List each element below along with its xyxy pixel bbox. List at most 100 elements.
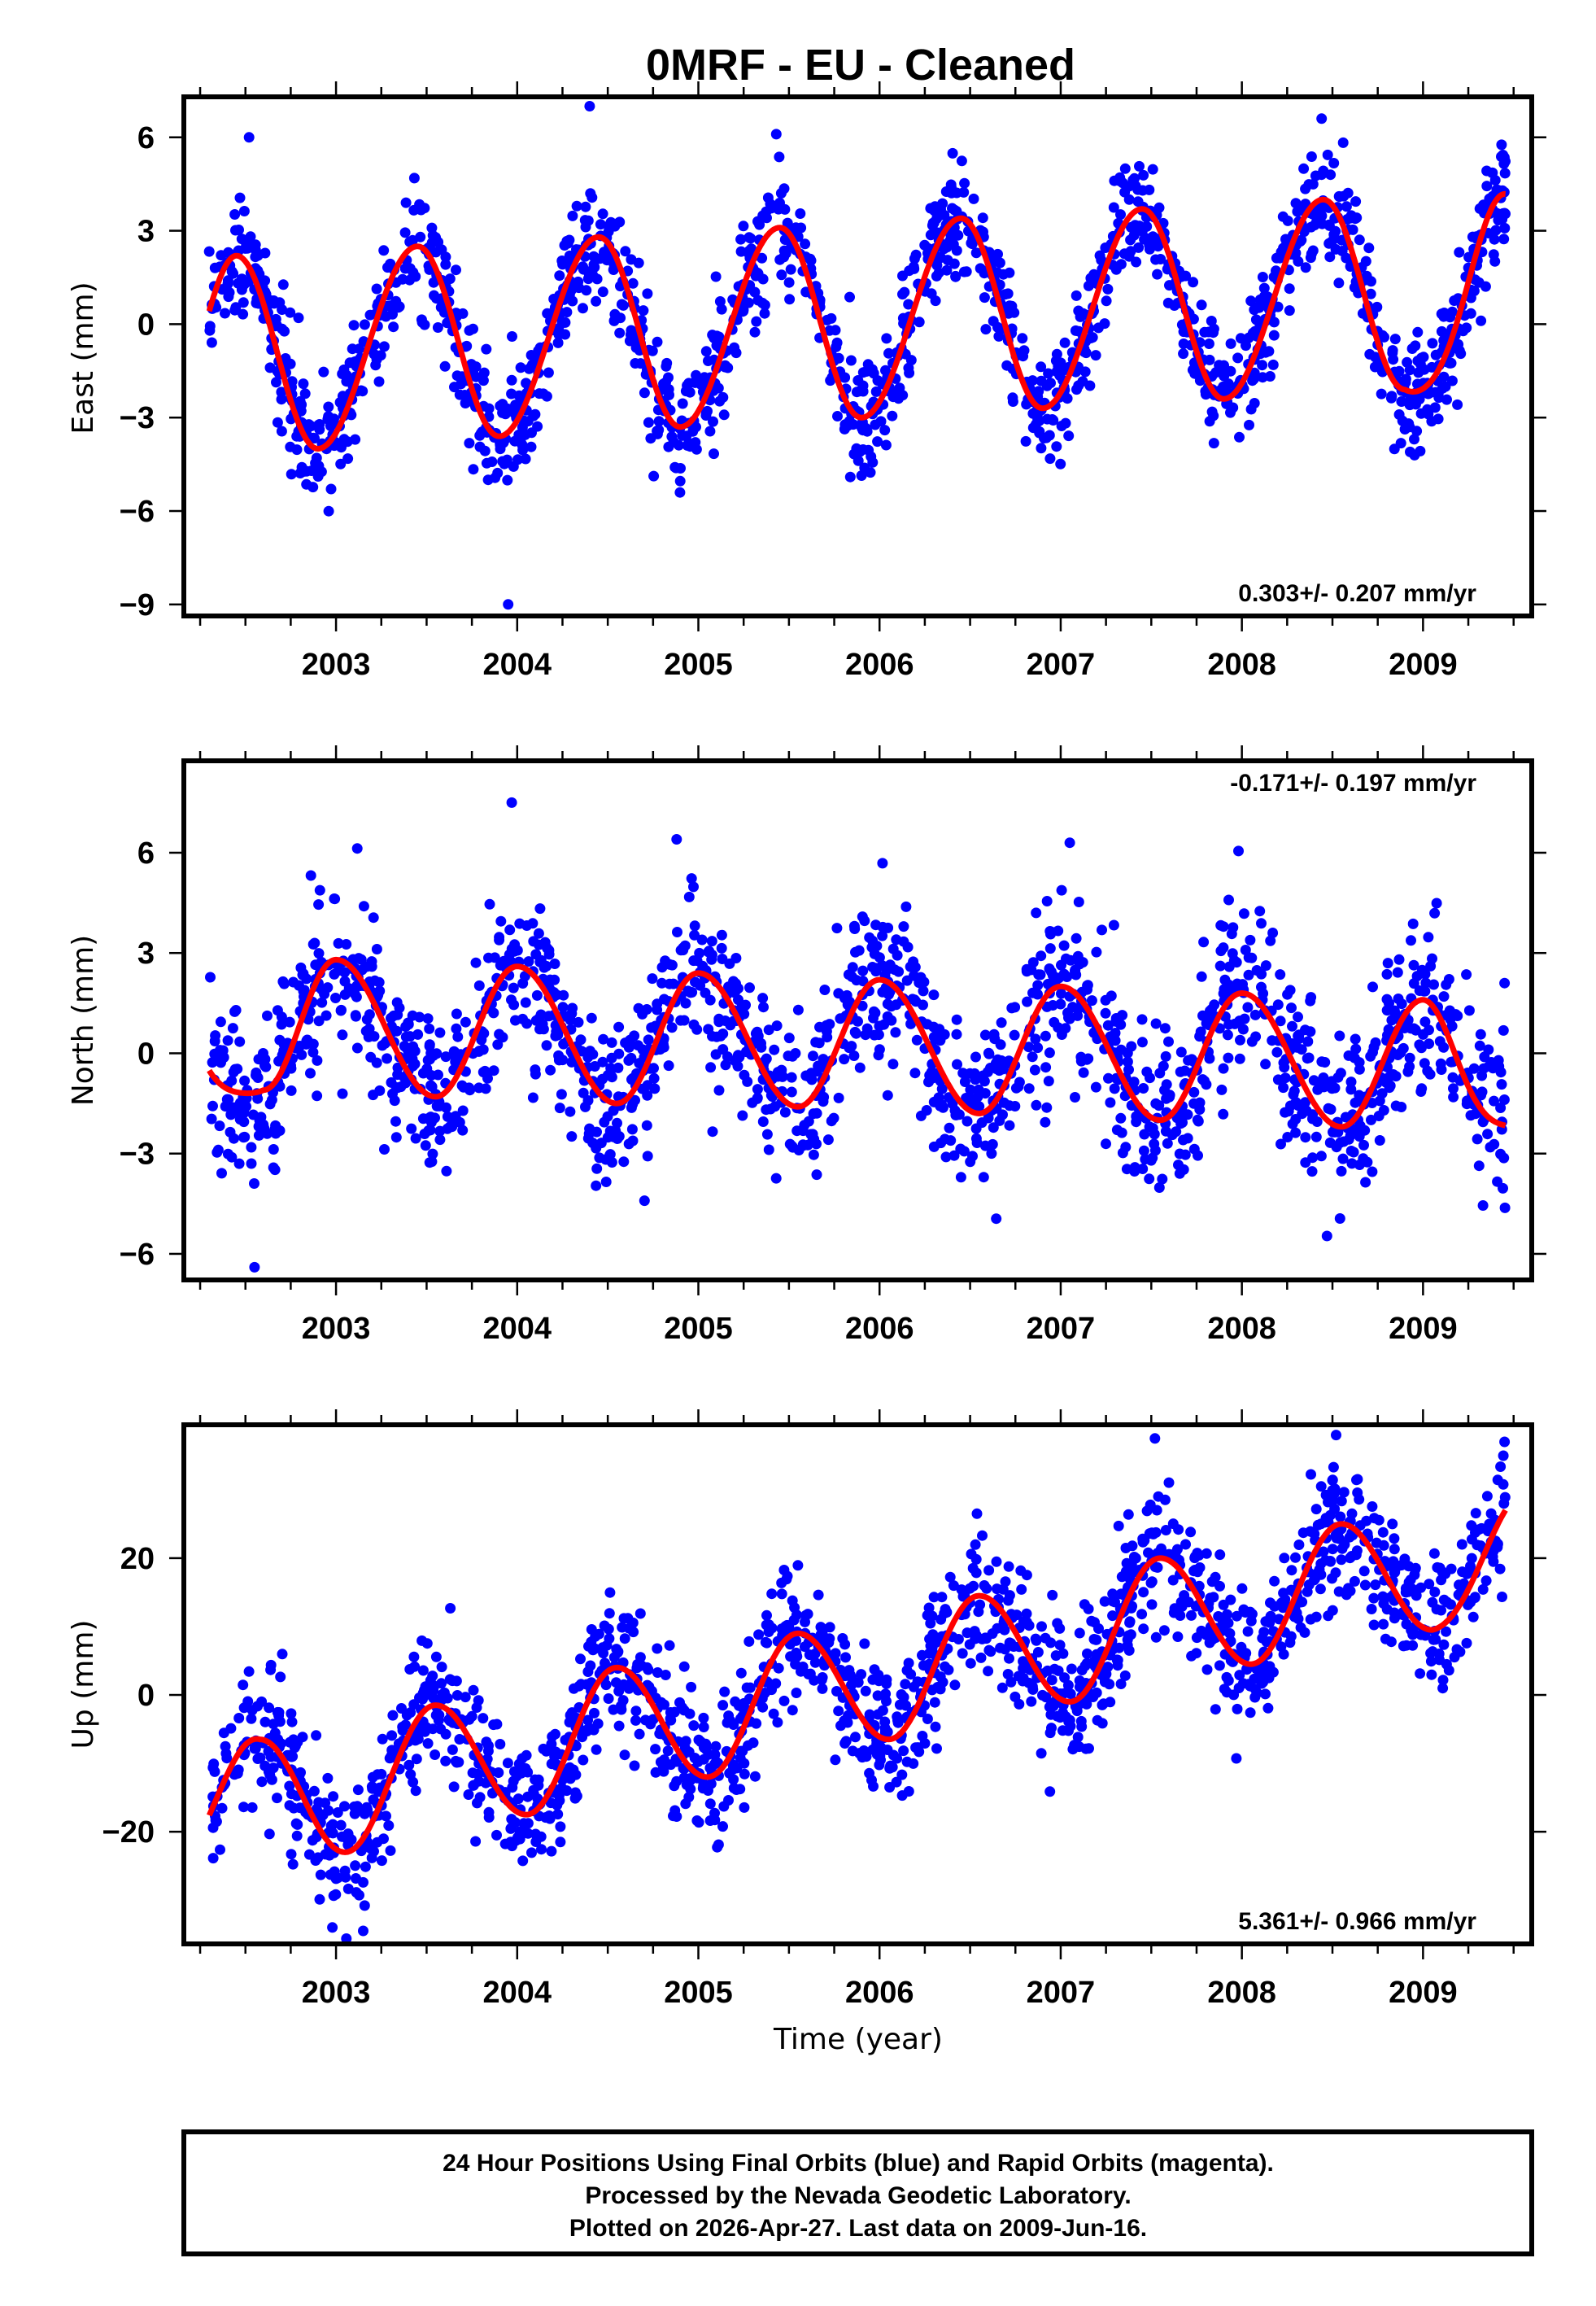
data-point	[1097, 1718, 1108, 1729]
data-point	[752, 1026, 763, 1037]
data-point	[988, 255, 1000, 266]
data-point	[1382, 958, 1393, 969]
data-point	[952, 1059, 962, 1070]
data-point	[1327, 1485, 1338, 1496]
east-fit-line	[206, 190, 1508, 452]
data-point	[264, 1702, 275, 1714]
data-point	[1429, 1587, 1441, 1597]
data-point	[1123, 1630, 1134, 1641]
data-point	[853, 1015, 863, 1027]
data-point	[638, 305, 649, 317]
data-point	[274, 1034, 286, 1046]
data-point	[239, 1131, 251, 1142]
data-point	[630, 342, 642, 353]
data-point	[266, 1774, 277, 1785]
data-point	[276, 426, 287, 437]
data-point	[1467, 1611, 1479, 1622]
data-point	[1497, 1592, 1507, 1602]
data-point	[1419, 1058, 1430, 1069]
data-point	[430, 1651, 442, 1662]
data-point	[1345, 212, 1357, 224]
data-point	[1307, 178, 1319, 190]
data-point	[996, 1017, 1007, 1029]
data-point	[348, 320, 360, 331]
data-point	[1032, 1042, 1044, 1054]
data-point	[311, 452, 322, 464]
data-point	[1354, 1160, 1365, 1170]
data-point	[634, 1652, 646, 1663]
data-point	[634, 1728, 645, 1740]
data-point	[483, 1740, 494, 1751]
data-point	[949, 1679, 961, 1691]
data-point	[776, 1064, 787, 1076]
data-point	[1284, 283, 1295, 295]
data-point	[1467, 231, 1478, 242]
data-point	[1290, 1552, 1301, 1563]
data-point	[368, 1031, 380, 1042]
data-point	[1201, 1548, 1212, 1559]
data-point	[1044, 1786, 1056, 1797]
data-point	[697, 960, 709, 972]
data-point	[915, 972, 927, 983]
data-point	[215, 1055, 226, 1066]
data-point	[264, 1828, 275, 1840]
data-point	[700, 1738, 712, 1749]
data-point	[658, 1762, 669, 1773]
data-point	[451, 264, 461, 276]
data-point	[811, 1066, 822, 1077]
data-point	[1496, 1079, 1507, 1090]
data-point	[698, 1722, 709, 1732]
data-point	[506, 994, 517, 1006]
data-point	[1452, 1011, 1463, 1021]
data-point	[857, 965, 869, 976]
data-point	[833, 1705, 844, 1717]
data-point	[517, 444, 529, 456]
data-point	[914, 317, 925, 328]
data-point	[556, 1089, 567, 1100]
data-point	[959, 1077, 970, 1087]
data-point	[955, 1172, 966, 1183]
data-point	[483, 952, 494, 963]
data-point	[1161, 1079, 1172, 1090]
data-point	[427, 1148, 438, 1160]
data-point	[495, 959, 506, 971]
data-point	[1222, 1029, 1233, 1041]
data-point	[419, 319, 430, 330]
data-point	[233, 1713, 245, 1723]
data-point	[1485, 1508, 1497, 1519]
data-point	[1174, 1148, 1185, 1160]
data-point	[530, 1837, 542, 1847]
data-point	[1306, 151, 1317, 162]
y-tick-label: 0	[137, 1037, 155, 1071]
data-point	[230, 302, 242, 313]
data-point	[669, 1706, 680, 1718]
data-point	[1429, 402, 1441, 413]
data-point	[1128, 1077, 1140, 1088]
data-point	[850, 1732, 861, 1743]
data-point	[964, 1068, 975, 1079]
data-point	[530, 350, 542, 361]
data-point	[711, 330, 722, 342]
data-point	[351, 1011, 361, 1022]
data-point	[1465, 1110, 1476, 1121]
data-point	[1352, 1487, 1363, 1498]
data-point	[1138, 169, 1149, 181]
data-point	[928, 1096, 940, 1107]
data-point	[300, 1038, 312, 1050]
data-point	[1027, 422, 1039, 434]
data-point	[387, 1710, 399, 1721]
data-point	[1147, 1123, 1158, 1133]
data-point	[965, 1657, 976, 1669]
data-point	[811, 1107, 822, 1119]
data-point	[517, 978, 529, 989]
data-point	[1342, 187, 1354, 199]
data-point	[1301, 1105, 1312, 1116]
data-point	[1274, 252, 1285, 264]
data-point	[779, 1107, 791, 1118]
data-point	[224, 1102, 235, 1112]
data-point	[1070, 964, 1081, 976]
data-point	[1150, 254, 1162, 265]
data-point	[351, 1042, 363, 1054]
data-point	[299, 465, 310, 477]
data-point	[604, 1150, 616, 1161]
